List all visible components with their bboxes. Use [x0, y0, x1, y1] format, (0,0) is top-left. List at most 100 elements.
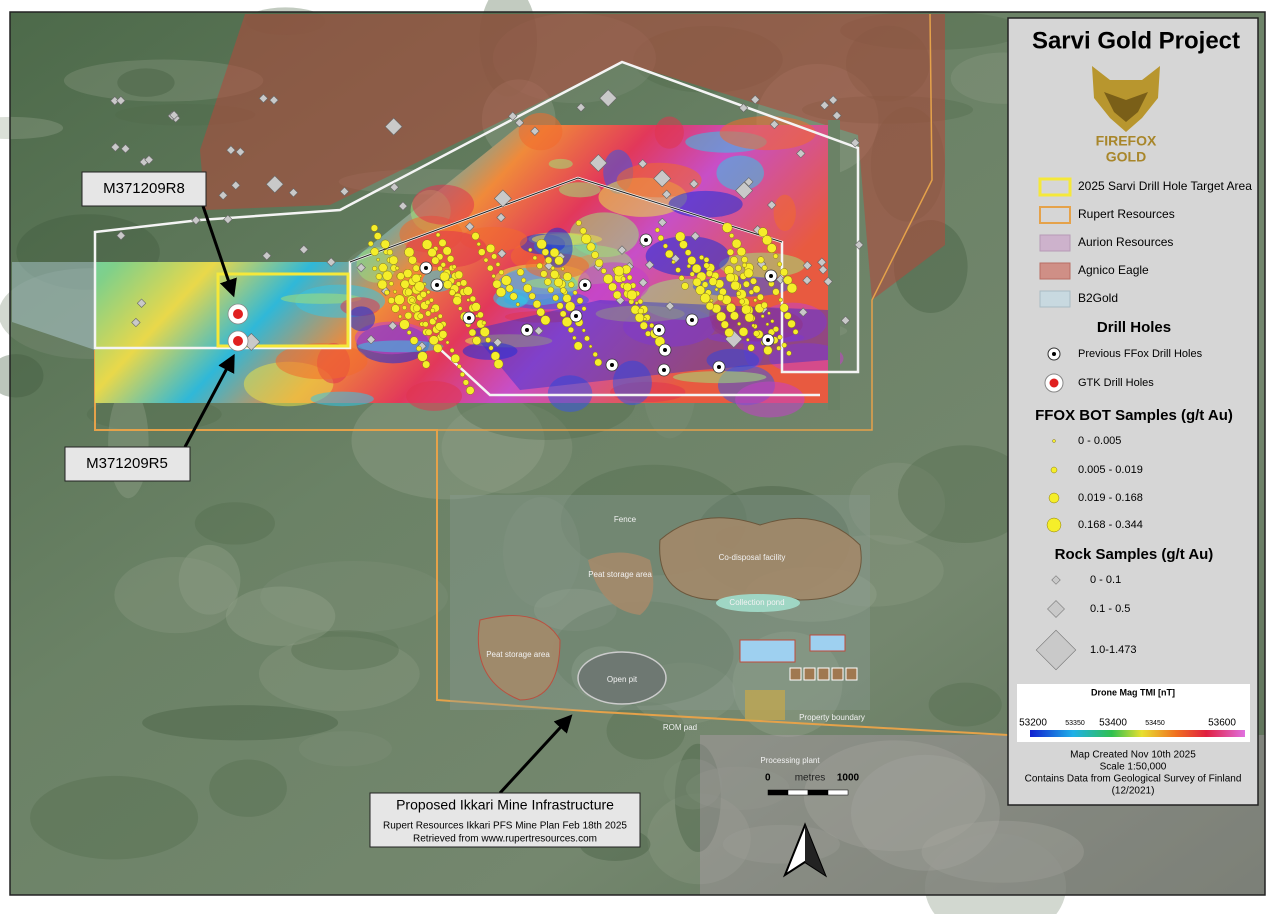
rock-sample [819, 100, 830, 111]
bot-sample [431, 256, 440, 265]
terrain-patch [225, 586, 336, 647]
open-pit [577, 651, 667, 705]
logo-text: FIREFOX [1096, 133, 1157, 149]
bot-sample [388, 281, 394, 287]
rock-sample [110, 142, 121, 152]
bot-sample [393, 289, 397, 294]
legend-bot-sample [1048, 492, 1060, 504]
bot-sample [490, 351, 500, 361]
bot-sample [375, 273, 383, 280]
rock-sample [384, 117, 403, 136]
mag-anomaly [462, 342, 518, 360]
bot-sample [550, 265, 556, 271]
legend-label: 0 - 0.1 [1090, 574, 1121, 586]
legend-bot-sample [1046, 517, 1062, 533]
rock-sample [496, 212, 506, 223]
bot-sample [498, 269, 505, 276]
bot-sample [731, 238, 742, 249]
bot-sample [763, 345, 773, 355]
mine-plan-label: Peat storage area [588, 570, 652, 579]
ffox-drill-hole-center [435, 283, 439, 287]
plant-building [831, 667, 844, 681]
bot-sample [757, 256, 765, 264]
bot-sample [591, 251, 599, 259]
legend-swatch [1039, 262, 1071, 280]
processing-area [745, 690, 785, 720]
bot-sample [552, 294, 559, 302]
bot-sample [679, 240, 688, 249]
rock-sample [288, 187, 299, 198]
terrain-patch [647, 793, 751, 885]
plant-pond [809, 634, 846, 652]
bot-sample [753, 330, 760, 337]
rock-sample [492, 337, 503, 348]
terrain-patch [209, 759, 287, 817]
mine-plan-label: Peat storage area [486, 650, 550, 659]
bot-sample [400, 279, 410, 289]
bot-sample [377, 279, 388, 290]
mine-plan-label: Property boundary [799, 713, 865, 722]
mag-anomaly [769, 343, 844, 374]
bot-sample [541, 248, 550, 256]
bot-sample [471, 302, 481, 312]
rock-sample [802, 275, 812, 286]
terrain-patch [114, 557, 238, 634]
bot-sample [465, 386, 475, 395]
terrain-patch [674, 743, 721, 853]
legend-bot-sample [1050, 466, 1058, 474]
rock-sample [366, 334, 376, 345]
co-disposal-facility [659, 517, 862, 601]
bot-sample [426, 290, 431, 295]
bot-sample [725, 272, 736, 283]
bot-sample [603, 273, 614, 284]
bot-sample [485, 337, 491, 343]
bot-sample [594, 258, 604, 268]
mag-anomaly [654, 116, 684, 149]
rock-sample [665, 301, 675, 311]
legend-rock-sample [1047, 600, 1065, 618]
bot-sample [746, 338, 750, 342]
legend-panel [1007, 17, 1259, 806]
ffox-drill-hole-center [424, 266, 428, 270]
bot-sample [536, 307, 546, 317]
bot-sample [572, 290, 578, 296]
rock-sample [735, 181, 753, 200]
bot-sample [486, 243, 496, 253]
bot-sample [516, 268, 525, 276]
bot-sample [786, 350, 792, 356]
legend-label: 0 - 0.005 [1078, 435, 1121, 447]
rock-sample [690, 231, 700, 241]
bot-sample [549, 247, 560, 258]
bot-sample [425, 328, 433, 336]
rupert-boundary [437, 13, 933, 431]
bot-sample [468, 328, 477, 337]
bot-sample [442, 246, 452, 256]
bot-sample [414, 281, 425, 292]
rock-sample [136, 298, 147, 308]
rock-sample [388, 321, 398, 331]
bot-sample [560, 287, 567, 294]
bot-sample [765, 322, 770, 326]
bot-sample [481, 320, 487, 326]
bot-sample [493, 359, 504, 369]
colorbar-tick-label: 53350 [1065, 720, 1085, 727]
bot-sample [634, 301, 639, 305]
bot-sample [747, 344, 755, 352]
bot-sample [370, 247, 379, 256]
bot-sample [536, 239, 547, 250]
bot-sample [760, 314, 765, 319]
map-title: Sarvi Gold Project [1032, 27, 1240, 54]
scale-label: 0 [765, 773, 771, 784]
bot-sample [544, 278, 552, 286]
bot-sample [409, 336, 419, 345]
bot-sample [495, 287, 506, 298]
legend-label: Agnico Eagle [1078, 263, 1149, 277]
bot-sample [416, 345, 422, 352]
callout-title: Proposed Ikkari Mine Infrastructure [396, 797, 614, 813]
bot-sample [608, 282, 617, 292]
bot-sample [612, 290, 622, 300]
bot-sample [703, 262, 710, 269]
bot-sample [373, 232, 382, 240]
bot-sample [730, 311, 739, 321]
rock-sample [828, 95, 838, 105]
